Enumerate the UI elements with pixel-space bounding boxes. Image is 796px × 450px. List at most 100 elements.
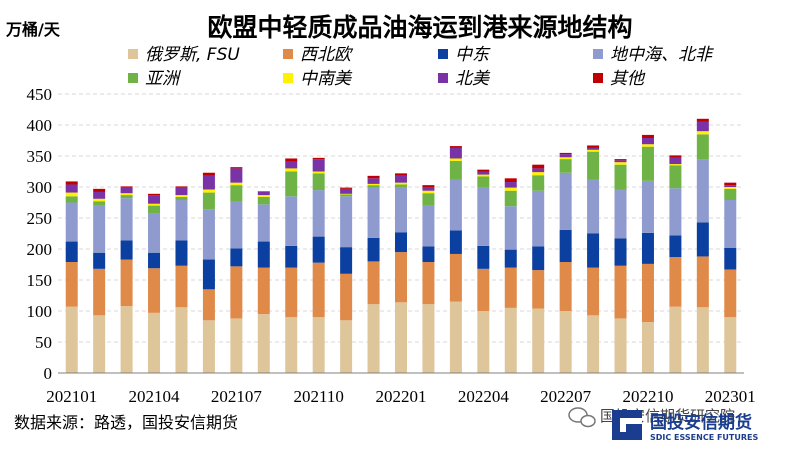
bar-segment bbox=[395, 187, 407, 233]
bar-segment bbox=[587, 267, 600, 316]
bar-segment bbox=[230, 266, 243, 319]
legend-item: 北美 bbox=[438, 69, 491, 89]
bar-segment bbox=[696, 159, 709, 223]
bar-segment bbox=[641, 134, 654, 139]
bar-segment bbox=[312, 236, 325, 263]
bar-stack bbox=[422, 185, 435, 373]
y-tick-label: 400 bbox=[27, 116, 53, 135]
bar-segment bbox=[285, 171, 298, 197]
bar-segment bbox=[230, 167, 243, 169]
bar-segment bbox=[532, 164, 545, 169]
bar-segment bbox=[175, 187, 188, 196]
legend-swatch bbox=[593, 73, 603, 83]
bar-segment bbox=[696, 307, 709, 373]
bar-segment bbox=[285, 317, 298, 373]
x-tick-label: 202204 bbox=[458, 387, 510, 406]
bar-segment bbox=[477, 176, 490, 187]
legend-item: 中东 bbox=[438, 45, 491, 65]
bar-segment bbox=[395, 182, 407, 185]
x-tick-label: 202104 bbox=[129, 387, 181, 406]
bars bbox=[65, 118, 737, 373]
bar-segment bbox=[65, 192, 78, 197]
bar-segment bbox=[312, 159, 325, 172]
bar-segment bbox=[669, 155, 682, 158]
bar-stack bbox=[559, 152, 572, 373]
sdic-logo-icon bbox=[612, 410, 642, 440]
bar-segment bbox=[587, 179, 600, 234]
bar-segment bbox=[285, 196, 298, 246]
bar-segment bbox=[504, 307, 517, 373]
legend-label: 中东 bbox=[455, 45, 491, 65]
bar-segment bbox=[724, 188, 737, 201]
bar-segment bbox=[257, 191, 270, 192]
bar-segment bbox=[422, 193, 435, 206]
bar-segment bbox=[120, 187, 133, 194]
y-tick-label: 450 bbox=[27, 85, 53, 104]
data-source-note: 数据来源：路透，国投安信期货 bbox=[14, 413, 238, 432]
bar-segment bbox=[532, 246, 545, 271]
legend-item: 西北欧 bbox=[283, 45, 354, 65]
legend-item: 地中海、北非 bbox=[593, 45, 714, 65]
bar-segment bbox=[202, 209, 215, 260]
bar-segment bbox=[312, 173, 325, 191]
bar-segment bbox=[395, 302, 407, 373]
bar-segment bbox=[367, 187, 380, 238]
legend-swatch bbox=[438, 49, 448, 59]
x-axis-ticks: 202101 202104 202107 202110 202201 202204 2022… bbox=[46, 387, 756, 406]
bar-segment bbox=[696, 118, 709, 122]
bar-segment bbox=[367, 261, 380, 305]
legend-swatch bbox=[128, 73, 138, 83]
bar-segment bbox=[202, 259, 215, 290]
legend-label: 北美 bbox=[455, 69, 491, 89]
bar-segment bbox=[230, 185, 243, 202]
legend-label: 地中海、北非 bbox=[610, 45, 714, 65]
bar-segment bbox=[559, 154, 572, 158]
y-axis-unit-label: 万桶/天 bbox=[5, 20, 61, 39]
bar-segment bbox=[340, 193, 353, 195]
bar-segment bbox=[93, 201, 106, 206]
bar-segment bbox=[312, 190, 325, 237]
bar-segment bbox=[257, 267, 270, 315]
bar-segment bbox=[724, 187, 737, 189]
bar-segment bbox=[65, 196, 78, 203]
bar-segment bbox=[285, 168, 298, 172]
bar-segment bbox=[148, 195, 161, 204]
bar-segment bbox=[65, 202, 78, 242]
bar-segment bbox=[449, 147, 462, 159]
bar-segment bbox=[395, 173, 407, 176]
bar-segment bbox=[340, 194, 353, 197]
bar-segment bbox=[395, 252, 407, 303]
bar-segment bbox=[340, 320, 353, 373]
bar-segment bbox=[449, 230, 462, 254]
brand-name: 国投安信期货 bbox=[650, 412, 752, 433]
bar-segment bbox=[669, 165, 682, 189]
bar-segment bbox=[587, 233, 600, 268]
bar-stack bbox=[175, 186, 188, 373]
bar-segment bbox=[641, 146, 654, 181]
bar-segment bbox=[93, 188, 106, 192]
bar-segment bbox=[340, 247, 353, 274]
bar-segment bbox=[559, 152, 572, 155]
bar-segment bbox=[669, 188, 682, 236]
bar-segment bbox=[367, 175, 380, 179]
bar-segment bbox=[532, 175, 545, 191]
bar-segment bbox=[587, 149, 600, 152]
bar-segment bbox=[93, 315, 106, 373]
bar-segment bbox=[120, 306, 133, 373]
bar-segment bbox=[367, 178, 380, 184]
y-tick-label: 0 bbox=[44, 364, 53, 383]
bar-segment bbox=[148, 205, 161, 214]
y-tick-label: 200 bbox=[27, 240, 53, 259]
bar-stack bbox=[120, 186, 133, 373]
bar-stack bbox=[504, 178, 517, 373]
bar-stack bbox=[202, 172, 215, 373]
bar-stack bbox=[312, 157, 325, 373]
bar-segment bbox=[696, 134, 709, 160]
bar-stack bbox=[532, 164, 545, 373]
bar-segment bbox=[120, 186, 133, 187]
bar-segment bbox=[65, 184, 78, 193]
bar-segment bbox=[312, 262, 325, 318]
bar-segment bbox=[93, 252, 106, 269]
bar-segment bbox=[120, 259, 133, 307]
